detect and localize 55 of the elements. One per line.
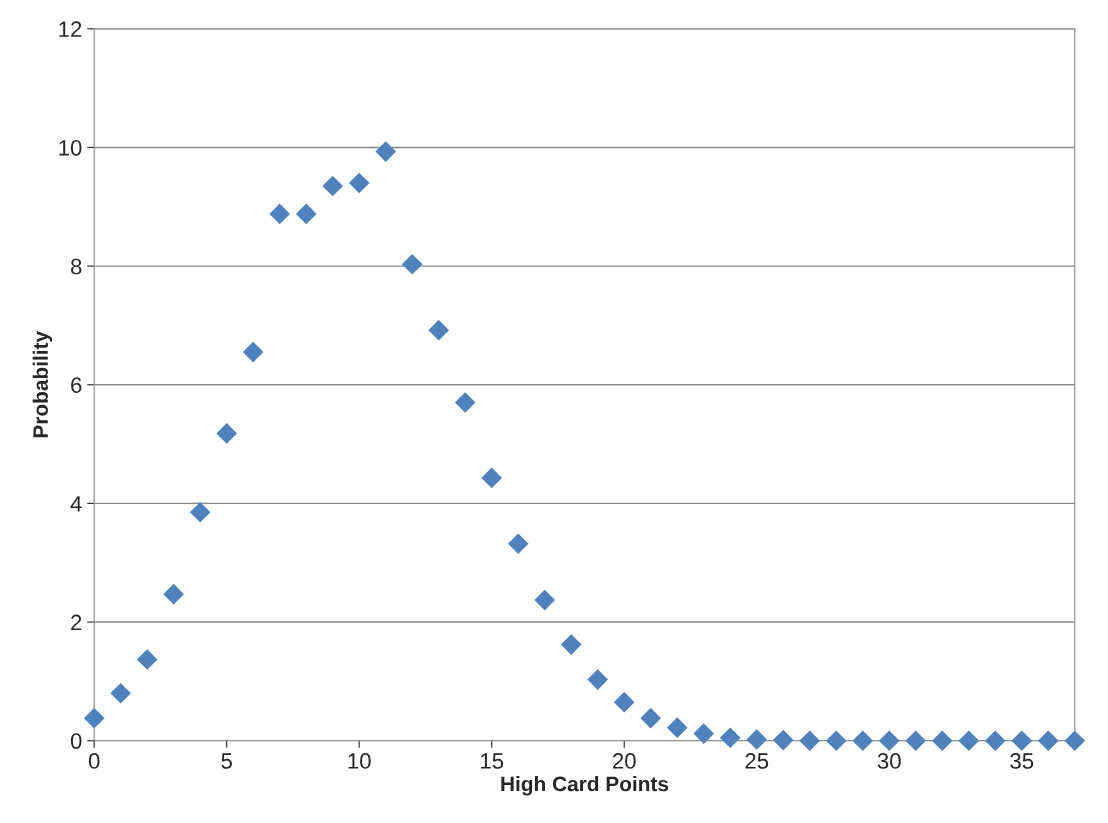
y-tick-label: 0 <box>70 733 82 749</box>
point <box>984 730 1006 751</box>
point <box>110 682 131 704</box>
point <box>905 730 927 751</box>
point <box>1064 730 1086 751</box>
point <box>613 691 635 713</box>
point <box>534 589 556 611</box>
point <box>216 423 237 444</box>
point <box>1011 730 1033 751</box>
point <box>719 727 741 749</box>
point <box>269 203 290 225</box>
point <box>163 583 184 605</box>
x-tick-label: 35 <box>1010 753 1034 769</box>
point <box>746 729 768 750</box>
y-tick-label: 4 <box>70 496 82 512</box>
point <box>136 649 158 670</box>
y-tick-label: 10 <box>59 139 82 156</box>
y-tick-label: 8 <box>70 258 82 275</box>
y-axis-title: Probability <box>32 331 53 438</box>
point <box>693 723 715 744</box>
x-tick-label: 30 <box>877 753 901 769</box>
x-tick-label: 15 <box>481 753 504 769</box>
point <box>1037 730 1059 751</box>
x-axis-title: High Card Points <box>501 776 669 796</box>
point <box>428 319 450 341</box>
x-tick-label: 5 <box>221 753 232 769</box>
point <box>375 141 396 162</box>
point <box>401 254 423 275</box>
point <box>931 730 953 751</box>
x-tick-label: 20 <box>612 753 636 769</box>
point <box>666 717 688 738</box>
point <box>852 730 874 751</box>
point <box>454 392 476 413</box>
point <box>958 730 980 751</box>
point <box>481 467 503 489</box>
point <box>640 707 662 729</box>
point <box>322 175 343 197</box>
point <box>348 172 370 194</box>
point <box>878 730 900 751</box>
point <box>587 669 609 690</box>
point <box>772 729 794 751</box>
point <box>189 502 211 523</box>
point <box>507 533 529 555</box>
point <box>242 341 264 363</box>
point <box>799 730 821 751</box>
x-tick-label: 0 <box>88 753 100 769</box>
x-tick-label: 25 <box>745 753 769 769</box>
point <box>560 634 582 655</box>
point <box>83 707 105 729</box>
y-tick-label: 6 <box>71 377 82 394</box>
y-tick-label: 12 <box>59 21 82 37</box>
point <box>295 203 317 225</box>
x-tick-label: 10 <box>348 753 371 769</box>
y-tick-label: 2 <box>71 614 82 631</box>
point <box>825 730 847 751</box>
